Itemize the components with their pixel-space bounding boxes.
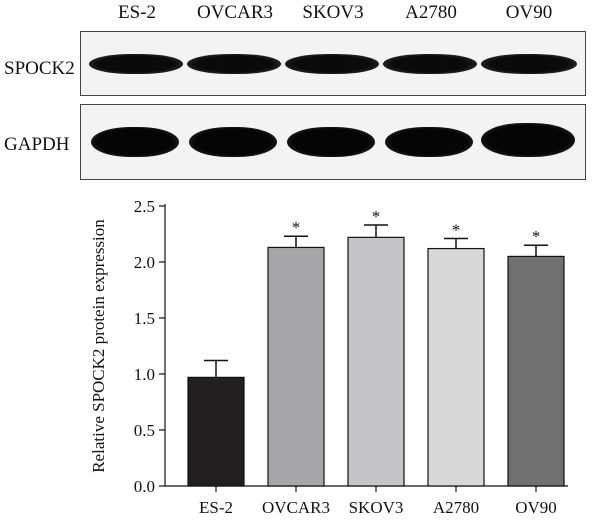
band-spock2-es2	[89, 54, 183, 74]
x-tick-label: ES-2	[199, 498, 233, 517]
band-gapdh-ov90	[481, 123, 575, 157]
band-spock2-ovcar3	[187, 54, 281, 74]
bar	[347, 236, 405, 487]
lane-label-es2: ES-2	[118, 2, 156, 23]
blot-row-label-gapdh: GAPDH	[4, 134, 70, 155]
bar	[427, 247, 485, 487]
lane-label-ovcar3: OVCAR3	[196, 2, 273, 23]
significance-marker: *	[292, 218, 301, 237]
blot-panel-gapdh	[80, 104, 586, 180]
x-tick-label: SKOV3	[349, 498, 404, 517]
y-tick-label: 0.5	[134, 421, 155, 440]
x-tick-label: OVCAR3	[262, 498, 330, 517]
significance-marker: *	[532, 227, 541, 246]
bar	[267, 246, 325, 487]
lane-label-skov3: SKOV3	[302, 2, 364, 23]
chart-bars: * * * *	[187, 207, 565, 487]
y-tick-label: 2.0	[134, 253, 155, 272]
x-tick-label: A2780	[433, 498, 479, 517]
bar	[187, 376, 245, 487]
lane-label-a2780: A2780	[405, 2, 457, 23]
significance-marker: *	[372, 207, 381, 226]
y-tick-label: 2.5	[134, 197, 155, 216]
band-gapdh-ovcar3	[189, 127, 277, 157]
y-tick-label: 0.0	[134, 477, 155, 496]
band-gapdh-skov3	[287, 127, 375, 157]
band-spock2-skov3	[285, 54, 379, 74]
significance-marker: *	[452, 220, 461, 239]
blot-panel-spock2	[80, 31, 586, 96]
band-gapdh-a2780	[385, 127, 473, 157]
y-tick-label: 1.5	[134, 309, 155, 328]
y-tick-label: 1.0	[134, 365, 155, 384]
lane-label-ov90: OV90	[505, 2, 553, 23]
blot-row-label-spock2: SPOCK2	[4, 58, 75, 79]
band-spock2-ov90	[481, 54, 577, 74]
band-gapdh-es2	[91, 127, 179, 157]
x-tick-label: OV90	[515, 498, 557, 517]
y-axis-label: Relative SPOCK2 protein expression	[89, 219, 108, 473]
band-spock2-a2780	[383, 54, 477, 74]
bar	[507, 255, 565, 487]
